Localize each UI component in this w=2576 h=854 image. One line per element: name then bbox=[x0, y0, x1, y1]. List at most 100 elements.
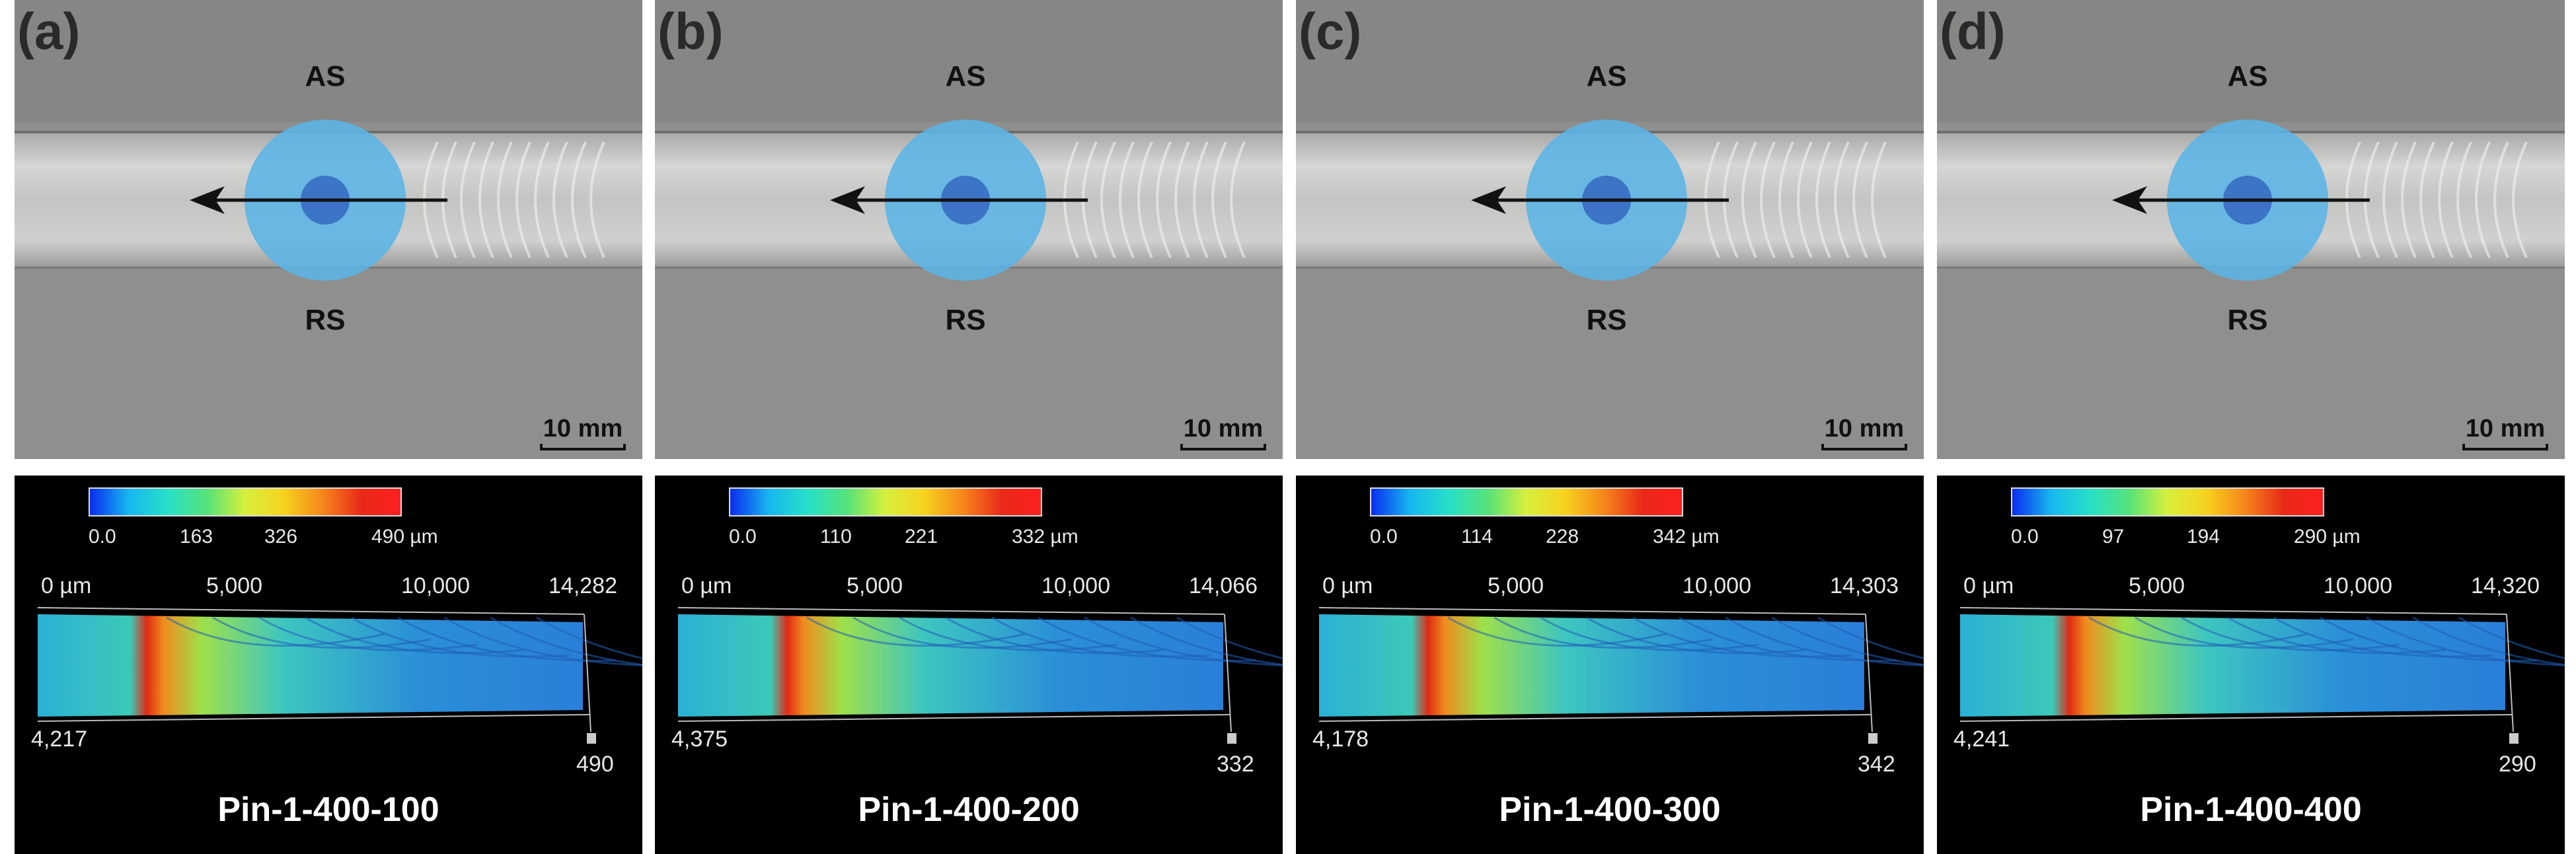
y-axis bbox=[1318, 714, 1872, 722]
colorbar-tick: 332 µm bbox=[1012, 526, 1079, 548]
weld-ripple bbox=[1100, 141, 1116, 258]
scale-bar: 10 mm bbox=[1821, 416, 1907, 450]
tool-mark-arc bbox=[2088, 616, 2308, 647]
tool-mark-arc bbox=[852, 616, 1072, 649]
advancing-side-label: AS bbox=[305, 60, 346, 92]
advancing-side-label: AS bbox=[2227, 60, 2268, 92]
weld-ripple bbox=[515, 141, 531, 258]
x-axis bbox=[677, 607, 1225, 615]
surface-graphic bbox=[37, 607, 642, 744]
colorbar-tick: 0.0 bbox=[1370, 526, 1398, 548]
panel-2: (c) AS RS 10 mm 0.0 114 228 342 µm 0 µm 5,000 10,0… bbox=[1296, 0, 1924, 854]
panel-1: (b) AS RS 10 mm 0.0 110 221 332 µm 0 µm 5,000 10,0… bbox=[655, 0, 1283, 854]
weld-ripple bbox=[1119, 141, 1135, 258]
sample-name: Pin-1-400-100 bbox=[217, 791, 439, 829]
colorbar-tick: 194 bbox=[2187, 526, 2220, 548]
plate-top bbox=[655, 0, 1283, 122]
surface-scan: 0.0 114 228 342 µm 0 µm 5,000 10,000 14,303 4,17… bbox=[1296, 476, 1924, 854]
colorbar-tick: 228 bbox=[1546, 526, 1579, 548]
axis-x-mid2: 10,000 bbox=[1683, 573, 1751, 598]
advancing-side-label: AS bbox=[1586, 60, 1627, 92]
tool-mark-arc bbox=[443, 616, 642, 666]
surface-scan: 0.0 163 326 490 µm 0 µm 5,000 10,000 14,282 4,21… bbox=[15, 476, 642, 854]
colorbar bbox=[729, 487, 1042, 516]
weld-ripple bbox=[2475, 141, 2491, 258]
axis-y-max: 4,375 bbox=[671, 727, 728, 752]
sample-name: Pin-1-400-300 bbox=[1499, 791, 1721, 829]
weld-ripple bbox=[2401, 141, 2417, 258]
z-axis bbox=[1865, 614, 1873, 732]
axis-y-max: 4,178 bbox=[1312, 727, 1369, 752]
surface-graphic bbox=[1318, 607, 1924, 744]
weld-photo: (a) AS RS 10 mm bbox=[15, 0, 642, 459]
tool-mark-arc bbox=[2227, 616, 2446, 655]
weld-ripple bbox=[2512, 141, 2528, 258]
tool-mark-arc bbox=[212, 616, 432, 649]
scale-bar-line bbox=[1821, 444, 1907, 450]
colorbar-tick: 0.0 bbox=[89, 526, 116, 548]
axis-x-start: 0 µm bbox=[41, 573, 92, 598]
scale-bar-label: 10 mm bbox=[1183, 415, 1264, 443]
tool-mark-arc bbox=[305, 616, 524, 655]
weld-ripple bbox=[1156, 141, 1172, 258]
colorbar-tick: 221 bbox=[905, 526, 938, 548]
weld-ripple bbox=[2382, 141, 2398, 258]
x-axis bbox=[37, 607, 585, 615]
colorbar-tick: 290 µm bbox=[2294, 526, 2361, 548]
tool-mark-arc bbox=[1586, 616, 1805, 655]
weld-photo: (d) AS RS 10 mm bbox=[1937, 0, 2565, 459]
axis-marker bbox=[2509, 733, 2519, 744]
colorbar bbox=[2011, 487, 2324, 516]
axis-x-start: 0 µm bbox=[1322, 573, 1373, 598]
tool-mark-arc bbox=[1176, 616, 1283, 660]
sample-name: Pin-1-400-200 bbox=[858, 791, 1080, 829]
plate-top bbox=[15, 0, 642, 122]
weld-photo: (c) AS RS 10 mm bbox=[1296, 0, 1924, 459]
weld-ripple bbox=[534, 141, 550, 258]
surface-scan: 0.0 110 221 332 µm 0 µm 5,000 10,000 14,066 4,37… bbox=[655, 476, 1283, 854]
arrow-head bbox=[1471, 186, 1506, 214]
axis-z-max: 342 bbox=[1858, 752, 1895, 777]
axis-y-max: 4,241 bbox=[1953, 727, 2010, 752]
x-axis bbox=[1959, 607, 2507, 615]
tool-mark-arc bbox=[2458, 616, 2565, 660]
retreating-side-label: RS bbox=[1586, 304, 1627, 336]
colorbar bbox=[1370, 487, 1683, 516]
weld-ripple bbox=[1137, 141, 1153, 258]
tool-mark-arc bbox=[351, 616, 570, 658]
weld-ripple bbox=[1815, 141, 1831, 258]
weld-ripple bbox=[571, 141, 587, 258]
colorbar-tick: 0.0 bbox=[2011, 526, 2039, 548]
axis-x-mid2: 10,000 bbox=[401, 573, 470, 598]
axis-x-mid1: 5,000 bbox=[1488, 573, 1544, 598]
z-axis bbox=[2506, 614, 2514, 732]
colorbar-tick: 0.0 bbox=[729, 526, 757, 548]
weld-ripple bbox=[1834, 141, 1850, 258]
axis-marker bbox=[1227, 733, 1236, 744]
weld-ripple bbox=[589, 141, 605, 258]
weld-ripple bbox=[1760, 141, 1776, 258]
plate-top bbox=[1296, 0, 1924, 122]
weld-ripple bbox=[1871, 141, 1887, 258]
axis-x-max: 14,303 bbox=[1830, 573, 1899, 598]
tool-mark-arc bbox=[991, 616, 1211, 658]
axis-y-max: 4,217 bbox=[31, 727, 88, 752]
surface-scan: 0.0 97 194 290 µm 0 µm 5,000 10,000 14,320 4,241… bbox=[1937, 476, 2565, 854]
weld-ripple bbox=[1797, 141, 1813, 258]
colorbar-tick: 163 bbox=[180, 526, 213, 548]
axis-z-max: 332 bbox=[1217, 752, 1254, 777]
weld-ripple bbox=[2419, 141, 2435, 258]
scale-bar-label: 10 mm bbox=[2465, 415, 2546, 443]
tool-mark-arc bbox=[1771, 616, 1924, 666]
axis-x-mid1: 5,000 bbox=[2129, 573, 2185, 598]
y-axis bbox=[37, 714, 590, 722]
weld-ripple bbox=[2493, 141, 2509, 258]
colorbar-tick: 326 bbox=[264, 526, 298, 548]
axis-z-max: 490 bbox=[576, 752, 614, 777]
weld-ripple bbox=[2438, 141, 2454, 258]
panel-label: (c) bbox=[1299, 2, 1362, 60]
plate-top bbox=[1937, 0, 2565, 122]
axis-x-max: 14,066 bbox=[1189, 573, 1258, 598]
z-axis bbox=[584, 614, 591, 732]
panel-label: (d) bbox=[1940, 2, 2006, 60]
